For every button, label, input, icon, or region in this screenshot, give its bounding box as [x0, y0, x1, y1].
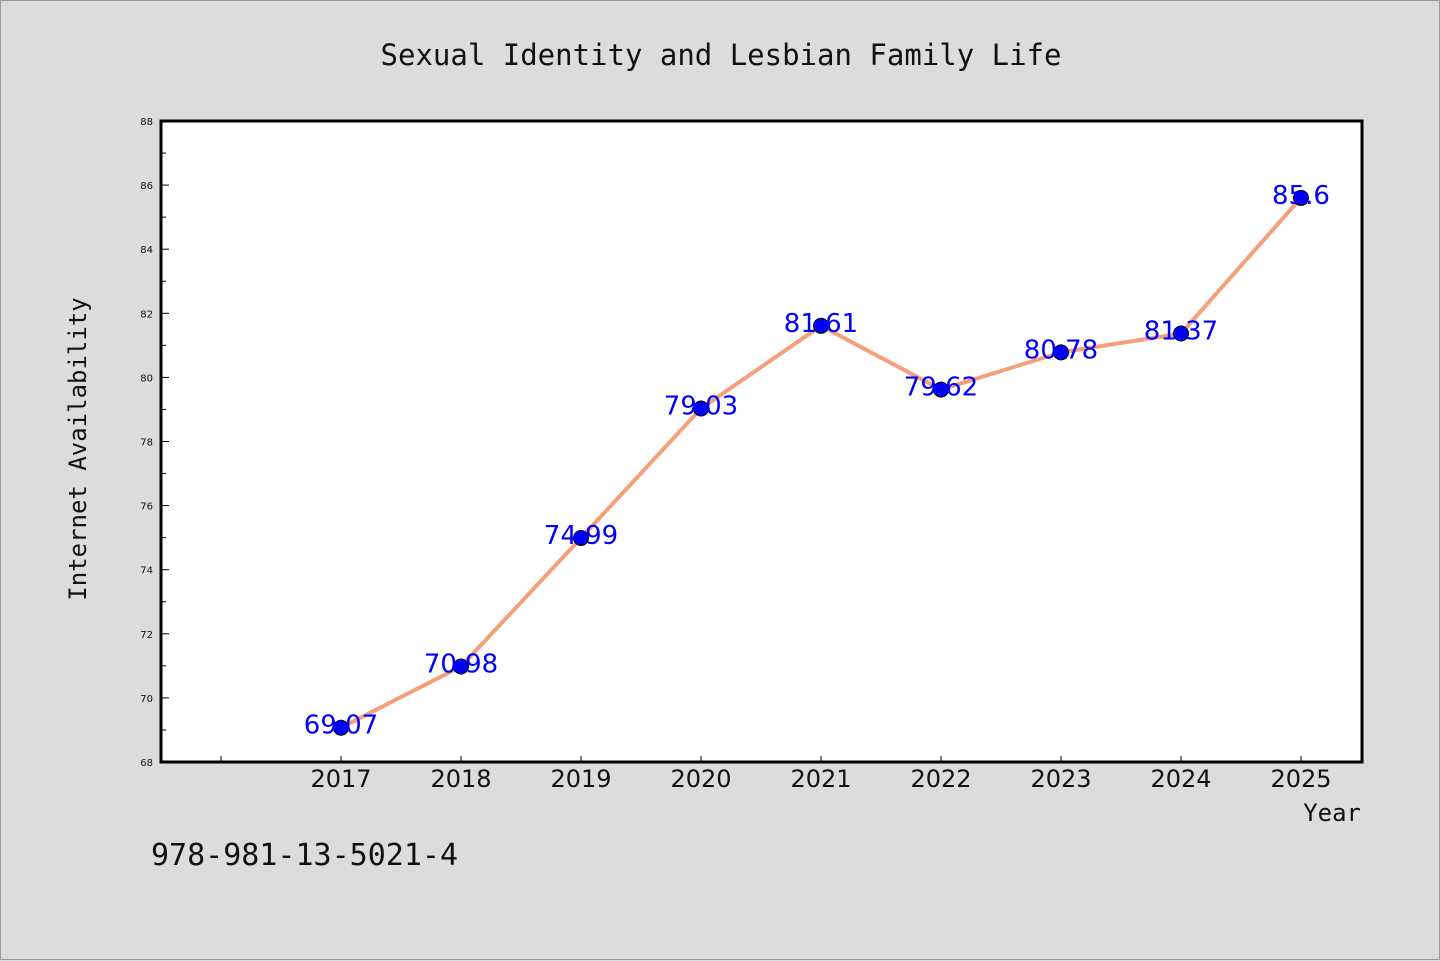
data-point-marker	[333, 719, 349, 736]
y-tick-label: 70	[140, 694, 153, 705]
y-tick-label: 82	[140, 309, 153, 320]
data-point-marker	[1173, 325, 1189, 342]
y-tick-label: 74	[140, 566, 153, 577]
x-tick-label: 2018	[430, 765, 491, 793]
y-tick-label: 72	[140, 630, 153, 641]
x-tick-label: 2025	[1270, 765, 1331, 793]
data-label: 79.03	[664, 391, 738, 421]
data-point-marker	[693, 400, 709, 417]
x-axis-label: Year	[1303, 799, 1361, 827]
y-tick-label: 78	[140, 438, 153, 449]
plot-area	[159, 119, 1364, 764]
y-tick-label: 68	[140, 758, 153, 769]
data-label: 81.61	[784, 309, 858, 339]
x-tick-label: 2020	[670, 765, 731, 793]
x-tick-label: 2017	[310, 765, 371, 793]
data-point-marker	[813, 317, 829, 334]
isbn-text: 978-981-13-5021-4	[151, 838, 458, 873]
x-tick-label: 2022	[910, 765, 971, 793]
data-point-marker	[1293, 189, 1309, 206]
y-axis-label: Internet Availability	[64, 297, 92, 600]
y-tick-label: 88	[140, 117, 153, 128]
data-label: 74.99	[544, 521, 618, 551]
data-label: 79.62	[904, 373, 978, 403]
y-tick-label: 84	[140, 245, 153, 256]
x-tick-label: 2021	[790, 765, 851, 793]
data-point-marker	[453, 658, 469, 675]
data-point-marker	[933, 381, 949, 398]
data-label: 69.07	[304, 711, 378, 741]
data-label: 85.6	[1272, 181, 1330, 211]
data-point-marker	[1053, 344, 1069, 361]
x-tick-label: 2024	[1150, 765, 1211, 793]
y-tick-label: 86	[140, 181, 153, 192]
x-tick-label: 2019	[550, 765, 611, 793]
data-label: 81.37	[1144, 316, 1218, 346]
x-tick-label: 2023	[1030, 765, 1091, 793]
y-tick-label: 76	[140, 502, 153, 513]
data-label: 70.98	[424, 649, 498, 679]
data-label: 80.78	[1024, 335, 1098, 365]
chart-title: Sexual Identity and Lesbian Family Life	[381, 38, 1062, 72]
data-point-marker	[573, 529, 589, 546]
y-tick-label: 80	[140, 373, 153, 384]
